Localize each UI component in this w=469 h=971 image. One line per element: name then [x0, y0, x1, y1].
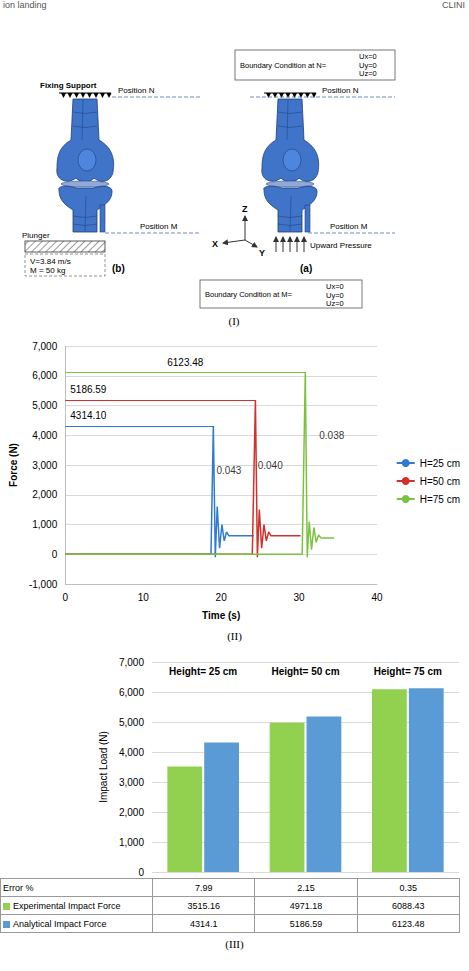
html-text:7.99: 7.99: [194, 882, 213, 893]
svg-text:20: 20: [216, 592, 228, 603]
svg-text:Height= 75 cm: Height= 75 cm: [374, 666, 442, 677]
html-text:ion landing: ion landing: [3, 0, 47, 10]
html-text:Error %: Error %: [3, 882, 34, 893]
svg-text:10: 10: [138, 592, 150, 603]
svg-text:2,000: 2,000: [119, 807, 144, 818]
html-text:2.15: 2.15: [297, 882, 315, 893]
svg-text:1,000: 1,000: [32, 519, 57, 530]
svg-text:0: 0: [52, 549, 58, 560]
svg-text:Position N: Position N: [322, 86, 359, 95]
svg-text:0: 0: [138, 867, 144, 878]
svg-text:0.043: 0.043: [216, 465, 241, 476]
svg-text:Uz=0: Uz=0: [359, 69, 377, 78]
svg-text:Boundary Condition at N=: Boundary Condition at N=: [240, 61, 327, 70]
svg-text:Position M: Position M: [140, 222, 178, 231]
html-text:3515.16: 3515.16: [187, 900, 220, 911]
svg-text:6123.48: 6123.48: [167, 357, 204, 368]
svg-text:Fixing Support: Fixing Support: [40, 81, 97, 90]
svg-text:H=50 cm: H=50 cm: [420, 476, 460, 487]
svg-text:3,000: 3,000: [32, 460, 57, 471]
svg-text:Ux=0: Ux=0: [326, 282, 344, 291]
svg-text:Force (N): Force (N): [8, 443, 19, 487]
svg-text:Boundary Condition at M=: Boundary Condition at M=: [205, 290, 293, 299]
svg-text:X: X: [212, 239, 218, 249]
html-text:6088.43: 6088.43: [392, 900, 425, 911]
svg-text:5,000: 5,000: [119, 717, 144, 728]
svg-text:4,000: 4,000: [119, 747, 144, 758]
html-text:(II): (II): [227, 630, 242, 642]
svg-text:Position N: Position N: [118, 86, 155, 95]
svg-text:(b): (b): [112, 263, 125, 274]
svg-text:Uz=0: Uz=0: [326, 299, 344, 308]
svg-text:Position M: Position M: [330, 222, 368, 231]
svg-text:30: 30: [294, 592, 306, 603]
svg-text:H=75 cm: H=75 cm: [420, 494, 460, 505]
svg-text:7,000: 7,000: [119, 657, 144, 668]
svg-text:7,000: 7,000: [32, 341, 57, 352]
svg-text:Y: Y: [259, 248, 265, 258]
svg-text:3,000: 3,000: [119, 777, 144, 788]
svg-text:Time (s): Time (s): [202, 610, 240, 621]
svg-text:0.040: 0.040: [258, 460, 283, 471]
svg-text:(I): (I): [229, 315, 240, 328]
svg-text:5,000: 5,000: [32, 400, 57, 411]
svg-text:Z: Z: [242, 204, 248, 214]
html-text:4971.18: 4971.18: [289, 900, 323, 911]
svg-text:0.038: 0.038: [319, 430, 344, 441]
svg-text:4314.10: 4314.10: [70, 410, 107, 421]
svg-text:Plunger: Plunger: [22, 231, 50, 240]
svg-text:M = 50 kg: M = 50 kg: [30, 266, 65, 275]
svg-text:Uy=0: Uy=0: [359, 60, 377, 70]
svg-text:5186.59: 5186.59: [70, 384, 107, 395]
svg-text:Ux=0: Ux=0: [359, 52, 377, 61]
html-text:Experimental Impact Force: Experimental Impact Force: [13, 900, 121, 911]
svg-text:Height= 25 cm: Height= 25 cm: [169, 666, 237, 677]
svg-text:1,000: 1,000: [119, 837, 144, 848]
svg-text:Impact Load (N): Impact Load (N): [98, 731, 109, 803]
svg-text:4,000: 4,000: [32, 430, 57, 441]
html-text:5186.59: 5186.59: [289, 918, 323, 929]
html-text:0.35: 0.35: [399, 882, 418, 893]
svg-text:-1,000: -1,000: [29, 579, 58, 590]
svg-text:(a): (a): [300, 263, 312, 274]
svg-text:0: 0: [62, 592, 68, 603]
svg-text:6,000: 6,000: [32, 370, 57, 381]
svg-text:40: 40: [371, 592, 383, 603]
svg-text:6,000: 6,000: [119, 687, 144, 698]
html-text:CLINI: CLINI: [442, 0, 465, 10]
svg-text:H=25 cm: H=25 cm: [420, 458, 460, 469]
html-text:4314.1: 4314.1: [189, 918, 218, 929]
html-text:6123.48: 6123.48: [392, 918, 425, 929]
svg-text:V=3.84 m/s: V=3.84 m/s: [30, 257, 71, 266]
svg-text:Upward Pressure: Upward Pressure: [310, 241, 372, 250]
html-text:(III): (III): [225, 938, 244, 950]
svg-text:Uy=0: Uy=0: [326, 290, 344, 300]
svg-text:Height= 50 cm: Height= 50 cm: [271, 666, 339, 677]
html-text:Analytical Impact Force: Analytical Impact Force: [13, 918, 107, 929]
svg-text:2,000: 2,000: [32, 489, 57, 500]
